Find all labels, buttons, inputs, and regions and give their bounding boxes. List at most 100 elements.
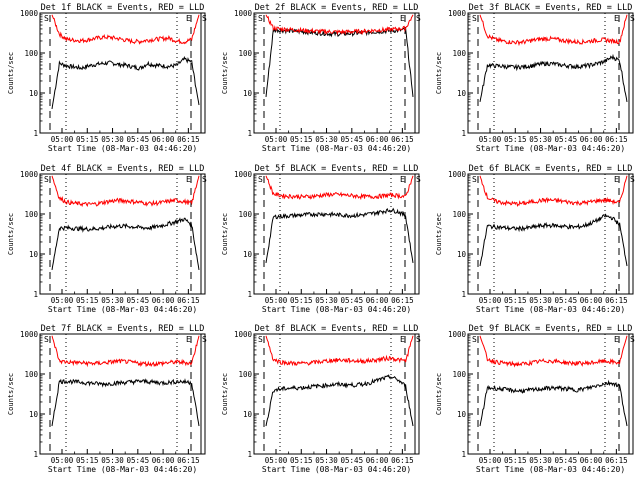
y-tick-label: 10	[243, 89, 253, 98]
plot-frame	[39, 12, 206, 134]
x-axis-label: Start Time (08-Mar-03 04:46:20)	[48, 465, 197, 474]
x-tick-label: 06:15	[605, 135, 628, 144]
x-tick-label: 05:30	[101, 456, 124, 465]
y-tick-label: 100	[238, 210, 252, 219]
x-axis-label: Start Time (08-Mar-03 04:46:20)	[476, 465, 625, 474]
marker-label-s: S	[258, 14, 263, 23]
marker-label-e: E	[614, 335, 619, 344]
y-tick-label: 1	[33, 450, 38, 459]
marker-label-e: E	[400, 175, 405, 184]
y-tick-label: 1	[461, 450, 466, 459]
events-series-line	[479, 53, 628, 102]
marker-label-s: S	[630, 335, 635, 344]
x-tick-label: 05:45	[555, 456, 578, 465]
marker-label-s: S	[258, 175, 263, 184]
x-tick-label: 06:15	[177, 296, 200, 305]
x-axis-label: Start Time (08-Mar-03 04:46:20)	[476, 305, 625, 314]
x-tick-label: 05:00	[479, 456, 502, 465]
y-axis-label: Counts/sec	[7, 373, 15, 415]
events-series-line	[265, 207, 414, 263]
plot-frame	[253, 173, 420, 295]
y-axis-label: Counts/sec	[221, 373, 229, 415]
x-tick-label: 05:00	[51, 456, 74, 465]
x-tick-label: 06:00	[366, 135, 389, 144]
y-tick-label: 1000	[234, 170, 253, 179]
x-tick-label: 05:15	[76, 456, 99, 465]
x-tick-label: 06:15	[177, 135, 200, 144]
y-tick-label: 1000	[448, 330, 467, 339]
y-tick-label: 100	[24, 370, 38, 379]
y-axis-label: Counts/sec	[7, 52, 15, 94]
marker-label-s: S	[202, 335, 207, 344]
marker-label-e: E	[400, 335, 405, 344]
marker-label-e: E	[186, 175, 191, 184]
x-tick-label: 06:15	[605, 296, 628, 305]
x-tick-label: 06:00	[366, 456, 389, 465]
y-tick-label: 10	[457, 410, 467, 419]
x-tick-label: 05:15	[504, 456, 527, 465]
x-tick-label: 05:15	[76, 135, 99, 144]
x-tick-label: 05:45	[341, 296, 364, 305]
x-tick-label: 06:00	[152, 456, 175, 465]
x-tick-label: 06:00	[580, 296, 603, 305]
x-tick-label: 05:45	[341, 135, 364, 144]
chart-title: Det 4f BLACK = Events, RED = LLD	[41, 164, 205, 174]
y-tick-label: 1	[247, 290, 252, 299]
y-tick-label: 10	[29, 89, 39, 98]
x-tick-label: 05:00	[265, 456, 288, 465]
x-tick-label: 05:30	[101, 296, 124, 305]
marker-label-s: S	[416, 175, 421, 184]
x-tick-label: 05:30	[529, 456, 552, 465]
x-tick-label: 05:30	[529, 296, 552, 305]
x-tick-label: 06:00	[152, 296, 175, 305]
lld-series-line	[51, 14, 200, 45]
x-tick-label: 06:15	[177, 456, 200, 465]
x-tick-label: 05:45	[555, 296, 578, 305]
chart-title: Det 1f BLACK = Events, RED = LLD	[41, 3, 205, 13]
events-series-line	[51, 217, 200, 270]
y-tick-label: 1	[247, 129, 252, 138]
marker-label-s: S	[472, 14, 477, 23]
marker-label-s: S	[258, 335, 263, 344]
x-tick-label: 05:00	[265, 296, 288, 305]
x-tick-label: 05:15	[504, 296, 527, 305]
lld-series-line	[265, 175, 414, 201]
x-tick-label: 06:00	[366, 296, 389, 305]
plot-frame	[39, 173, 206, 295]
x-tick-label: 05:00	[479, 296, 502, 305]
detector-chart-3: Det 3f BLACK = Events, RED = LLD 1 10 100 10…	[435, 3, 635, 153]
y-tick-label: 100	[452, 49, 466, 58]
x-tick-label: 06:15	[391, 296, 414, 305]
x-axis-label: Start Time (08-Mar-03 04:46:20)	[262, 465, 411, 474]
y-tick-label: 10	[29, 250, 39, 259]
detector-chart-4: Det 4f BLACK = Events, RED = LLD 1 10 100 10…	[7, 164, 207, 314]
y-tick-label: 100	[452, 370, 466, 379]
chart-title: Det 7f BLACK = Events, RED = LLD	[41, 324, 205, 334]
x-tick-label: 05:00	[51, 135, 74, 144]
chart-title: Det 3f BLACK = Events, RED = LLD	[469, 3, 633, 13]
detector-chart-1: Det 1f BLACK = Events, RED = LLD 1 10 100 10…	[7, 3, 207, 153]
y-tick-label: 100	[238, 370, 252, 379]
y-tick-label: 1000	[448, 170, 467, 179]
y-tick-label: 1000	[234, 9, 253, 18]
chart-title: Det 6f BLACK = Events, RED = LLD	[469, 164, 633, 174]
lld-series-line	[265, 335, 414, 367]
x-tick-label: 05:00	[265, 135, 288, 144]
marker-label-s: S	[416, 335, 421, 344]
x-tick-label: 05:15	[504, 135, 527, 144]
y-axis-label: Counts/sec	[221, 213, 229, 255]
lld-series-line	[479, 335, 628, 368]
y-tick-label: 10	[457, 89, 467, 98]
lld-series-line	[479, 14, 628, 47]
y-tick-label: 1	[247, 450, 252, 459]
y-tick-label: 1000	[20, 170, 39, 179]
events-series-line	[265, 27, 414, 97]
marker-label-s: S	[472, 175, 477, 184]
marker-label-s: S	[202, 175, 207, 184]
marker-label-s: S	[202, 14, 207, 23]
x-axis-label: Start Time (08-Mar-03 04:46:20)	[262, 305, 411, 314]
y-tick-label: 1	[33, 290, 38, 299]
x-tick-label: 05:30	[315, 296, 338, 305]
marker-label-s: S	[44, 14, 49, 23]
